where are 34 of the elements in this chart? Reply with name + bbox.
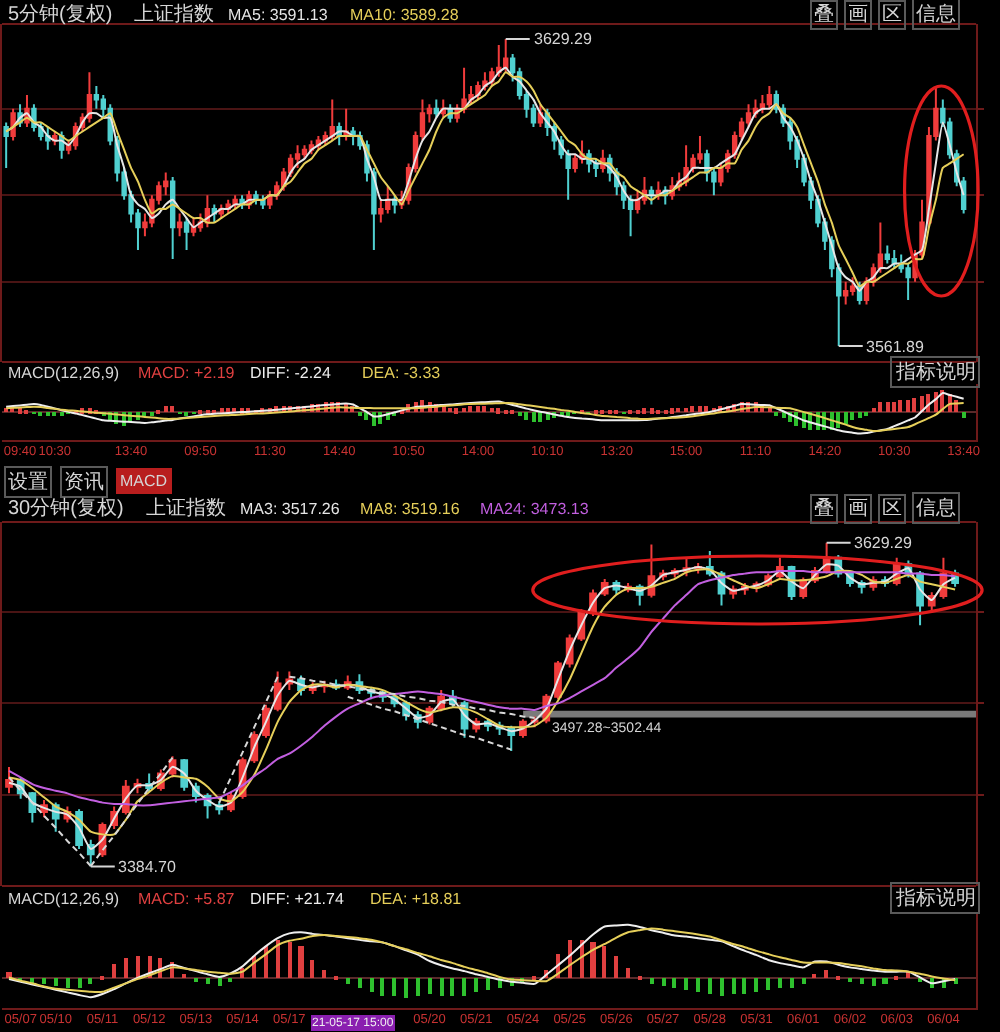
chart-subtitle: 上证指数	[146, 496, 226, 520]
annotation: 画	[848, 4, 868, 26]
text: 指标说明	[894, 886, 976, 910]
series-label: DIFF: +21.74	[250, 890, 345, 908]
text: MA8: 3519.16	[360, 500, 461, 518]
text: 信息	[916, 496, 956, 520]
chart-title: 5分钟(复权)	[8, 2, 113, 26]
annotation: 3629.29	[854, 534, 913, 552]
series-label: DEA: -3.33	[362, 364, 442, 382]
series-label: DIFF: -2.24	[250, 364, 333, 382]
text: MA5: 3591.13	[228, 6, 329, 24]
chart-title: 30分钟(复权)	[8, 496, 124, 520]
annotation: 3384.70	[118, 858, 177, 876]
text: 区	[882, 498, 902, 520]
series-label: DEA: +18.81	[370, 890, 463, 908]
text: MACD	[120, 472, 168, 490]
text: MA10: 3589.28	[350, 6, 460, 24]
text: 叠	[814, 498, 834, 520]
annotation: 叠	[814, 4, 834, 26]
text: 指标说明	[894, 360, 976, 384]
text: 画	[848, 498, 868, 520]
text: 设置	[8, 470, 48, 494]
text: MACD: +5.87	[138, 890, 236, 908]
chart-title: MACD(12,26,9)	[8, 364, 120, 382]
annotation: 区	[882, 4, 902, 26]
chart-subtitle: 上证指数	[134, 2, 214, 26]
series-label: MACD: +2.19	[138, 364, 236, 382]
annotation: 3561.89	[866, 338, 925, 356]
text: MA3: 3517.26	[240, 500, 341, 518]
text: MA24: 3473.13	[480, 500, 590, 518]
text: 资讯	[64, 470, 104, 494]
annotation: 信息	[916, 2, 956, 26]
chart-title: MACD(12,26,9)	[8, 890, 120, 908]
annotation: 3629.29	[534, 30, 593, 48]
